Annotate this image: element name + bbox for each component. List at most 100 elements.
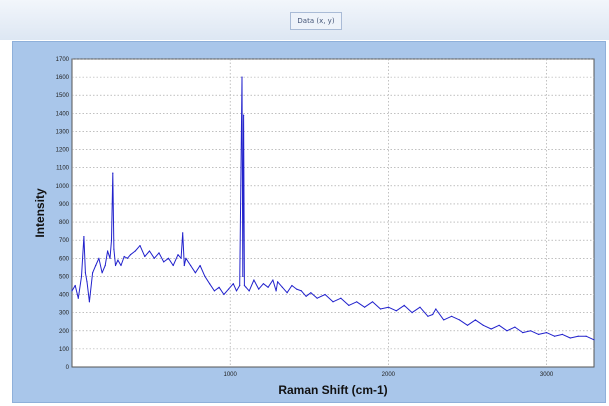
data-point (74, 284, 76, 287)
title-strip: Data (x, y) (0, 0, 609, 40)
data-point (466, 324, 469, 326)
x-axis-label: Raman Shift (cm-1) (278, 383, 387, 397)
x-tick-label: 3000 (540, 372, 554, 378)
data-point (163, 261, 165, 263)
data-point (223, 293, 225, 296)
data-point (148, 250, 151, 252)
data-point (569, 337, 571, 339)
data-point (403, 304, 405, 306)
data-point (545, 332, 548, 334)
y-tick-label: 1500 (56, 93, 70, 99)
y-tick-label: 200 (59, 329, 70, 335)
data-point (316, 297, 318, 299)
data-point (419, 306, 421, 308)
data-point (88, 301, 90, 303)
x-axis-ticks: 1000 2000 3000 (224, 372, 554, 378)
y-tick-label: 800 (59, 220, 70, 226)
data-point (182, 232, 184, 234)
data-point (245, 286, 247, 288)
data-point (593, 339, 595, 341)
y-tick-label: 1300 (56, 129, 70, 135)
data-point (112, 172, 114, 174)
data-point (84, 272, 86, 274)
data-point (183, 264, 185, 267)
data-point (286, 292, 288, 294)
data-point (474, 319, 476, 321)
y-tick-label: 1100 (56, 166, 70, 172)
data-point (213, 290, 215, 292)
data-point (114, 264, 117, 267)
data-point (281, 286, 283, 288)
data-point (530, 330, 532, 332)
data-point (538, 333, 540, 335)
data-point (120, 264, 122, 267)
data-point (243, 284, 245, 287)
data-point (300, 290, 302, 292)
data-point (561, 333, 564, 335)
data-point (242, 275, 244, 277)
data-point (218, 286, 220, 288)
data-point (427, 315, 429, 317)
y-tick-label: 1000 (56, 184, 70, 190)
tab-data-xy[interactable]: Data (x, y) (290, 12, 342, 30)
data-point (443, 319, 445, 321)
data-point (262, 283, 264, 285)
y-tick-label: 1200 (56, 148, 70, 154)
data-point (553, 335, 556, 337)
data-point (232, 283, 234, 285)
data-point (180, 257, 182, 259)
data-point (83, 236, 85, 238)
data-point (190, 264, 192, 267)
data-point (248, 290, 250, 292)
data-point (296, 288, 298, 290)
data-point (104, 264, 106, 267)
data-point (379, 308, 382, 310)
data-point (340, 297, 342, 299)
data-point (144, 255, 146, 258)
data-point (107, 250, 109, 252)
data-point (514, 326, 516, 328)
data-point (324, 293, 326, 296)
data-point (310, 292, 312, 294)
data-point (153, 257, 155, 259)
data-point (253, 279, 255, 281)
data-point (204, 275, 206, 277)
y-axis-label: Intensity (33, 188, 47, 238)
data-point (267, 286, 269, 288)
y-tick-label: 300 (59, 311, 70, 317)
y-tick-label: 0 (66, 365, 70, 371)
data-point (110, 239, 113, 241)
data-point (482, 324, 484, 326)
data-point (435, 308, 437, 310)
data-point (451, 315, 453, 317)
y-tick-label: 100 (59, 347, 70, 353)
y-tick-label: 1700 (56, 57, 70, 63)
data-point (86, 281, 88, 283)
data-point (123, 255, 125, 258)
data-point (577, 335, 579, 337)
y-tick-label: 600 (59, 256, 70, 262)
data-point (387, 306, 389, 308)
data-point (411, 312, 413, 314)
data-point (117, 259, 119, 261)
data-point (332, 301, 334, 303)
data-point (395, 310, 397, 312)
data-point (113, 248, 115, 250)
data-point (101, 272, 103, 274)
data-point (139, 245, 141, 247)
y-tick-label: 1600 (56, 75, 70, 81)
data-point (167, 257, 170, 259)
data-point (95, 264, 97, 267)
data-point (490, 328, 492, 330)
data-point (209, 283, 211, 285)
data-point (129, 254, 132, 256)
data-point (522, 332, 524, 334)
y-tick-label: 900 (59, 202, 70, 208)
data-point (158, 252, 160, 254)
data-point (585, 335, 587, 337)
data-point (371, 301, 374, 303)
data-point (172, 264, 174, 267)
data-point (272, 279, 274, 281)
